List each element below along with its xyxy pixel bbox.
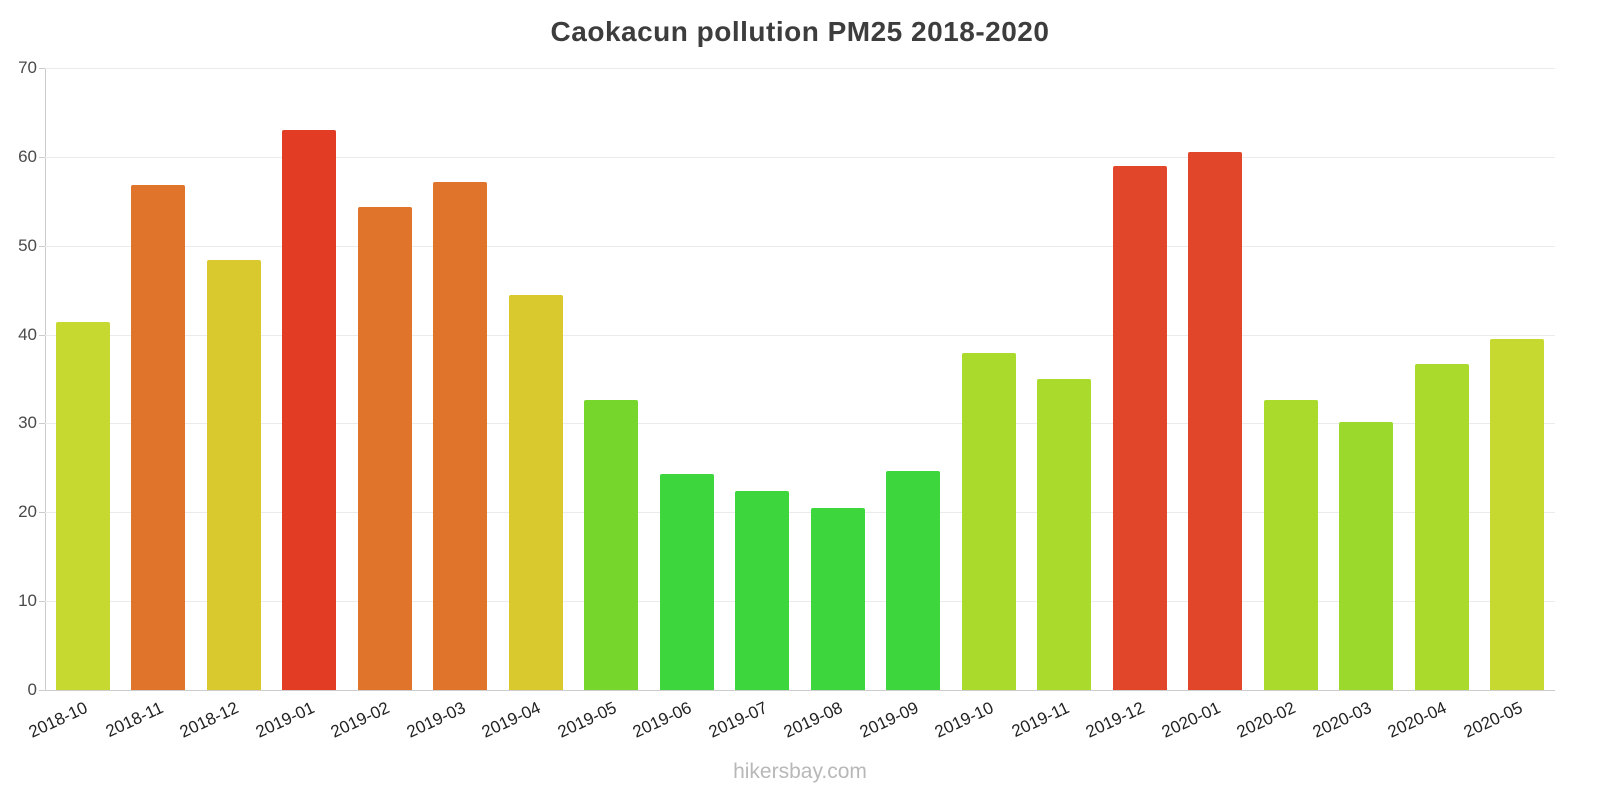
y-tick-label-30: 30	[18, 413, 37, 433]
y-tick-30	[39, 423, 45, 425]
x-tick-label-2020-01: 2020-01	[1158, 698, 1224, 742]
bar-2019-12[interactable]	[1112, 165, 1167, 690]
x-tick-label-2019-02: 2019-02	[328, 698, 393, 742]
y-tick-60	[39, 156, 45, 158]
bar-2019-06[interactable]	[659, 474, 714, 690]
bar-2019-11[interactable]	[1037, 379, 1092, 690]
gridline-30	[45, 423, 1555, 425]
bar-2019-08[interactable]	[810, 507, 865, 690]
y-tick-label-40: 40	[18, 324, 37, 344]
plot-area: 0 10 20 30 40 50 60 70 2018-10 2018-11 2018-12 2019…	[18, 58, 1555, 742]
x-axis-line	[45, 690, 1555, 691]
bar-2018-11[interactable]	[131, 185, 186, 690]
x-tick-label-2019-09: 2019-09	[856, 698, 922, 742]
bar-2019-10[interactable]	[961, 353, 1016, 690]
bar-2020-02[interactable]	[1263, 400, 1318, 690]
y-axis-line	[45, 68, 46, 690]
bar-2018-12[interactable]	[206, 259, 261, 690]
bar-2020-04[interactable]	[1414, 363, 1469, 690]
y-tick-0	[39, 690, 45, 691]
bar-2019-09[interactable]	[886, 470, 941, 690]
x-tick-label-2019-01: 2019-01	[252, 698, 318, 742]
bar-2018-10[interactable]	[55, 322, 110, 690]
x-tick-label-2020-04: 2020-04	[1385, 698, 1450, 742]
x-tick-label-2018-12: 2018-12	[177, 698, 242, 742]
y-tick-40	[39, 334, 45, 336]
bar-2019-07[interactable]	[735, 490, 790, 690]
bar-2019-01[interactable]	[282, 130, 337, 690]
x-tick-label-2018-10: 2018-10	[26, 698, 91, 742]
y-tick-label-20: 20	[18, 502, 37, 522]
watermark-text: hikersbay.com	[733, 760, 867, 783]
x-tick-label-2020-05: 2020-05	[1460, 698, 1526, 742]
bar-2019-05[interactable]	[584, 400, 639, 690]
gridline-60	[45, 156, 1555, 158]
bar-2019-02[interactable]	[357, 206, 412, 690]
gridline-10	[45, 601, 1555, 603]
x-tick-label-2020-03: 2020-03	[1309, 698, 1375, 742]
bar-2020-01[interactable]	[1188, 152, 1243, 690]
y-tick-label-60: 60	[18, 146, 37, 166]
x-tick-label-2019-05: 2019-05	[554, 698, 620, 742]
x-tick-label-2020-02: 2020-02	[1234, 698, 1299, 742]
x-tick-label-2018-11: 2018-11	[102, 698, 167, 742]
y-tick-label-10: 10	[18, 591, 37, 611]
x-tick-label-2019-11: 2019-11	[1008, 698, 1073, 742]
bar-2019-03[interactable]	[433, 181, 488, 690]
x-tick-label-2019-08: 2019-08	[781, 698, 846, 742]
gridline-20	[45, 512, 1555, 514]
y-tick-50	[39, 245, 45, 247]
gridline-50	[45, 245, 1555, 247]
bar-2019-04[interactable]	[508, 294, 563, 690]
bar-2020-05[interactable]	[1490, 339, 1545, 690]
y-tick-label-0: 0	[27, 680, 37, 699]
x-tick-label-2019-04: 2019-04	[479, 698, 544, 742]
chart-title: Caokacun pollution PM25 2018-2020	[550, 16, 1050, 47]
y-tick-10	[39, 601, 45, 603]
x-tick-label-2019-07: 2019-07	[705, 698, 771, 742]
x-tick-label-2019-10: 2019-10	[932, 698, 997, 742]
x-tick-label-2019-06: 2019-06	[630, 698, 695, 742]
gridline-70	[45, 68, 1555, 69]
y-tick-label-70: 70	[18, 58, 37, 77]
x-tick-label-2019-03: 2019-03	[403, 698, 469, 742]
x-tick-label-2019-12: 2019-12	[1083, 698, 1148, 742]
y-tick-70	[39, 68, 45, 69]
y-tick-20	[39, 512, 45, 514]
y-tick-label-50: 50	[18, 235, 37, 255]
bar-2020-03[interactable]	[1339, 421, 1394, 690]
gridline-40	[45, 334, 1555, 336]
